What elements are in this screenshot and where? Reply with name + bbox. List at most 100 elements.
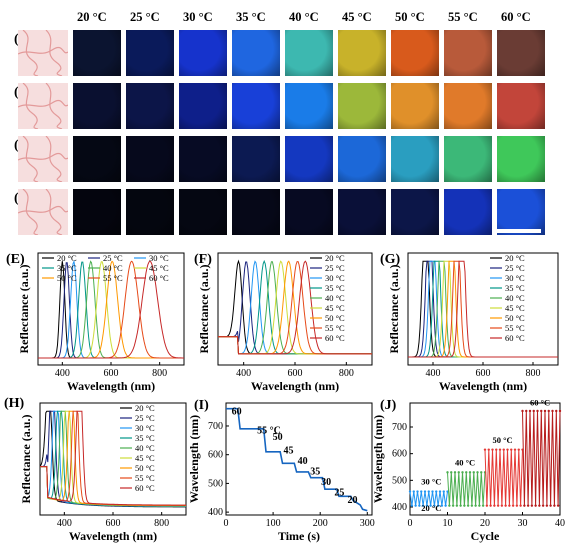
cycle-point — [526, 504, 530, 507]
sample-image-tile — [179, 83, 227, 129]
sample-image-tile — [444, 189, 492, 235]
panel-label: (F) — [194, 252, 212, 267]
cycle-point — [425, 504, 429, 507]
legend-label: 20 °C — [57, 253, 77, 263]
x-tick-label: 0 — [224, 518, 229, 529]
sample-image-tile — [232, 136, 280, 182]
cycle-point — [551, 409, 554, 413]
x-tick-label: 800 — [339, 368, 354, 379]
sample-image-tile — [497, 136, 545, 182]
cycle-point — [534, 504, 537, 507]
cycle-point — [461, 471, 464, 474]
cycle-point — [423, 490, 427, 493]
cycle-point — [487, 448, 490, 451]
cycle-trace — [447, 472, 486, 506]
sample-image-tile — [73, 83, 121, 129]
step-annotation: 45 — [283, 446, 293, 457]
sample-image-tile — [444, 83, 492, 129]
step-annotation: 35 — [310, 467, 320, 478]
legend-label: 30 °C — [135, 423, 155, 433]
cycle-point — [446, 471, 449, 474]
sample-image-tile — [232, 83, 280, 129]
x-axis-title: Wavelength (nm) — [251, 379, 339, 393]
legend-label: 60 °C — [325, 333, 345, 343]
cycle-point — [532, 409, 535, 413]
temperature-label: 30 °C — [183, 10, 213, 24]
panel-H: Reflectance (a.u.) Wavelength (nm)400 600 8… — [4, 396, 187, 543]
step-annotation: 30 — [321, 477, 331, 488]
cycle-point — [511, 504, 515, 507]
cycle-point — [455, 504, 459, 507]
cycle-point — [480, 471, 483, 474]
legend-label: 35 °C — [135, 433, 155, 443]
cycle-point — [493, 504, 496, 507]
cycle-point — [538, 504, 541, 507]
cycle-point — [500, 504, 504, 507]
sample-image-tile — [497, 189, 545, 235]
y-axis-title: Reflectance (a.u.) — [197, 265, 211, 354]
legend-label: 35 °C — [505, 283, 525, 293]
cycle-point — [517, 448, 520, 451]
y-tick-label: 700 — [208, 421, 223, 432]
legend-label: 45 °C — [149, 263, 169, 273]
sample-image-tile — [285, 136, 333, 182]
x-tick-label: 600 — [476, 368, 491, 379]
cycle-point — [429, 504, 432, 507]
cycle-point — [436, 504, 440, 507]
legend-label: 25 °C — [325, 263, 345, 273]
sample-image-tile — [391, 189, 439, 235]
x-tick-label: 400 — [55, 368, 70, 379]
sample-image-tile — [232, 30, 280, 76]
step-annotation: 25 — [334, 487, 344, 498]
cycle-point — [498, 448, 502, 451]
cycle-point — [523, 504, 526, 507]
cycle-point — [466, 504, 470, 507]
sample-image-tile — [497, 83, 545, 129]
panel-F: Reflectance (a.u.) Wavelength (nm)400 600 8… — [194, 252, 373, 393]
y-tick-label: 600 — [392, 449, 407, 460]
sample-image-tile — [444, 136, 492, 182]
x-tick-label: 400 — [236, 368, 251, 379]
cycle-point — [495, 448, 498, 451]
panel-label: (J) — [380, 398, 397, 413]
cycle-point — [416, 490, 419, 493]
cycle-point — [556, 504, 560, 507]
wavelength-trace — [226, 407, 368, 512]
x-tick-label: 800 — [152, 368, 167, 379]
legend-label: 35 °C — [57, 263, 77, 273]
cycle-point — [468, 471, 472, 474]
sample-image-tile — [232, 189, 280, 235]
cycle-point — [463, 504, 466, 507]
cycle-point — [433, 504, 436, 507]
sample-image-tile — [126, 189, 174, 235]
sample-image-tile — [179, 136, 227, 182]
cycle-point — [491, 448, 494, 451]
step-annotation: 40 — [298, 456, 308, 467]
cycle-point — [450, 471, 453, 474]
image-grid: 20 °C 25 °C 30 °C 35 °C 40 °C 45 °C 50 °C 55 °C… — [0, 0, 565, 235]
x-tick-label: 0 — [408, 518, 413, 529]
schematic-thumbnail — [18, 136, 68, 182]
x-axis-title: Wavelength (nm) — [69, 529, 157, 543]
x-tick-label: 20 — [480, 518, 490, 529]
x-tick-label: 100 — [266, 518, 281, 529]
cycle-trace — [484, 449, 523, 506]
cycle-point — [478, 504, 481, 507]
x-axis-title: Wavelength (nm) — [67, 379, 155, 393]
cycle-label: 20 °C — [421, 503, 441, 513]
sample-image-tile — [126, 30, 174, 76]
sample-image-tile — [338, 30, 386, 76]
cycle-label: 50 °C — [493, 435, 513, 445]
legend-label: 30 °C — [505, 273, 525, 283]
spectrum-line — [218, 260, 372, 355]
legend-label: 20 °C — [135, 403, 155, 413]
legend-label: 30 °C — [325, 273, 345, 283]
sample-image-tile — [391, 30, 439, 76]
cycle-point — [457, 471, 460, 474]
schematic-thumbnail — [18, 83, 68, 129]
legend-label: 55 °C — [325, 323, 345, 333]
temperature-label: 25 °C — [130, 10, 160, 24]
sample-image-tile — [126, 83, 174, 129]
legend-label: 50 °C — [505, 313, 525, 323]
cycle-label: 60 °C — [530, 398, 550, 408]
